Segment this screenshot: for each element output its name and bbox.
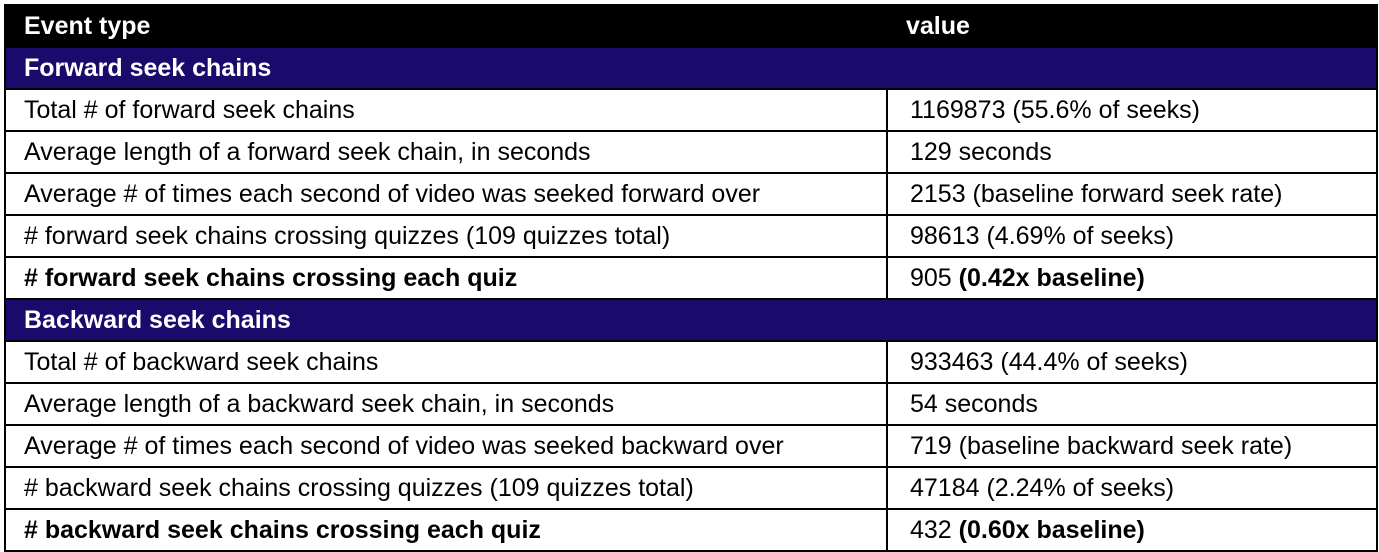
- row-label: # backward seek chains crossing each qui…: [4, 508, 888, 552]
- table-row: # backward seek chains crossing quizzes …: [4, 466, 1378, 510]
- row-value-number: 905: [910, 263, 952, 292]
- section-header-backward: Backward seek chains: [4, 298, 1378, 342]
- row-label: Average # of times each second of video …: [4, 172, 888, 216]
- row-value: 1169873 (55.6% of seeks): [886, 88, 1378, 132]
- row-label: Average length of a backward seek chain,…: [4, 382, 888, 426]
- section-title-forward: Forward seek chains: [4, 46, 1378, 90]
- table-header-row: Event type value: [4, 4, 1378, 48]
- row-value: 905 (0.42x baseline): [886, 256, 1378, 300]
- row-value: 129 seconds: [886, 130, 1378, 174]
- table-row: # forward seek chains crossing quizzes (…: [4, 214, 1378, 258]
- table-row: Average # of times each second of video …: [4, 424, 1378, 468]
- row-label: Average # of times each second of video …: [4, 424, 888, 468]
- table-row: Total # of backward seek chains 933463 (…: [4, 340, 1378, 384]
- table-row: Average length of a forward seek chain, …: [4, 130, 1378, 174]
- header-value: value: [886, 4, 1378, 48]
- row-value: 933463 (44.4% of seeks): [886, 340, 1378, 384]
- row-value: 432 (0.60x baseline): [886, 508, 1378, 552]
- row-value: 47184 (2.24% of seeks): [886, 466, 1378, 510]
- table-row: # backward seek chains crossing each qui…: [4, 508, 1378, 552]
- seek-chains-table: Event type value Forward seek chains Tot…: [4, 4, 1378, 552]
- header-event-type: Event type: [4, 4, 888, 48]
- table-row: Average # of times each second of video …: [4, 172, 1378, 216]
- row-label: # forward seek chains crossing quizzes (…: [4, 214, 888, 258]
- section-header-forward: Forward seek chains: [4, 46, 1378, 90]
- row-value: 2153 (baseline forward seek rate): [886, 172, 1378, 216]
- row-value-number: 432: [910, 515, 952, 544]
- row-value: 98613 (4.69% of seeks): [886, 214, 1378, 258]
- row-label: Total # of forward seek chains: [4, 88, 888, 132]
- section-title-backward: Backward seek chains: [4, 298, 1378, 342]
- table-row: # forward seek chains crossing each quiz…: [4, 256, 1378, 300]
- row-label: Total # of backward seek chains: [4, 340, 888, 384]
- row-value-note: (0.42x baseline): [958, 263, 1145, 292]
- table-row: Average length of a backward seek chain,…: [4, 382, 1378, 426]
- row-value: 54 seconds: [886, 382, 1378, 426]
- row-label: # backward seek chains crossing quizzes …: [4, 466, 888, 510]
- row-label: Average length of a forward seek chain, …: [4, 130, 888, 174]
- row-value: 719 (baseline backward seek rate): [886, 424, 1378, 468]
- row-label: # forward seek chains crossing each quiz: [4, 256, 888, 300]
- row-value-note: (0.60x baseline): [958, 515, 1145, 544]
- table-row: Total # of forward seek chains 1169873 (…: [4, 88, 1378, 132]
